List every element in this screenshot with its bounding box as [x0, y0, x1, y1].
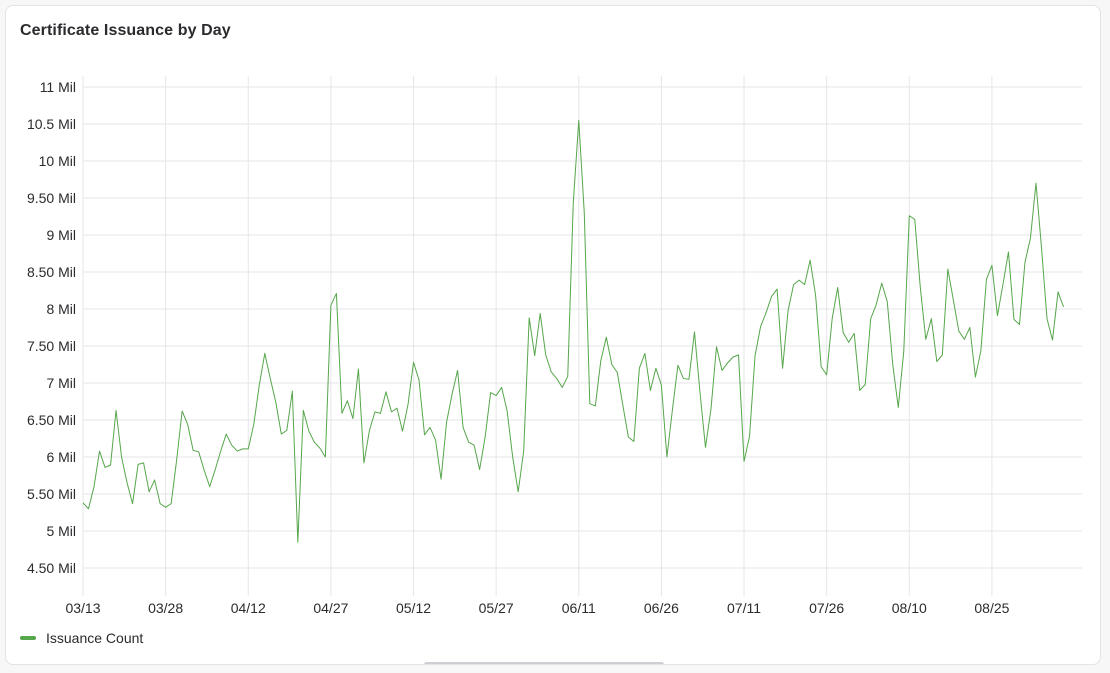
x-tick-label: 03/28: [148, 600, 183, 616]
x-tick-label: 05/12: [396, 600, 431, 616]
y-tick-label: 6.50 Mil: [27, 412, 76, 428]
x-tick-label: 03/13: [65, 600, 100, 616]
y-tick-label: 11 Mil: [40, 79, 76, 95]
y-axis: 4.50 Mil 5 Mil 5.50 Mil 6 Mil 6.50 Mil 7 Mil 7…: [27, 79, 76, 576]
x-tick-label: 08/25: [974, 600, 1009, 616]
y-tick-label: 10.5 Mil: [27, 116, 76, 132]
legend-label: Issuance Count: [46, 630, 144, 646]
y-tick-label: 7.50 Mil: [27, 338, 76, 354]
y-tick-label: 5.50 Mil: [27, 486, 76, 502]
legend[interactable]: Issuance Count: [20, 630, 143, 646]
line-chart[interactable]: 4.50 Mil 5 Mil 5.50 Mil 6 Mil 6.50 Mil 7 Mil 7…: [6, 6, 1101, 626]
x-tick-label: 08/10: [892, 600, 927, 616]
horizontal-scrollbar[interactable]: [424, 662, 664, 664]
y-tick-label: 9 Mil: [46, 227, 76, 243]
x-tick-label: 06/26: [644, 600, 679, 616]
x-tick-label: 07/26: [809, 600, 844, 616]
x-axis: 03/13 03/28 04/12 04/27 05/12 05/27 06/11 06/26…: [65, 600, 1009, 616]
y-tick-label: 9.50 Mil: [27, 190, 76, 206]
legend-swatch: [20, 636, 36, 640]
chart-panel: Certificate Issuance by Day 4.50 Mil 5 Mi…: [5, 5, 1101, 665]
y-tick-label: 8 Mil: [46, 301, 76, 317]
x-tick-label: 06/11: [562, 600, 596, 616]
y-tick-label: 8.50 Mil: [27, 264, 76, 280]
x-tick-label: 04/12: [231, 600, 266, 616]
y-tick-label: 6 Mil: [46, 449, 76, 465]
y-tick-label: 4.50 Mil: [27, 560, 76, 576]
y-tick-label: 5 Mil: [46, 523, 76, 539]
x-tick-label: 07/11: [727, 600, 761, 616]
y-tick-label: 10 Mil: [39, 153, 76, 169]
panel-title: Certificate Issuance by Day: [20, 22, 231, 39]
x-tick-label: 05/27: [479, 600, 514, 616]
series-line-issuance-count[interactable]: [82, 119, 1064, 543]
y-tick-label: 7 Mil: [46, 375, 76, 391]
chart-grid: [82, 76, 1082, 596]
x-tick-label: 04/27: [313, 600, 348, 616]
series-layer: [82, 119, 1064, 543]
